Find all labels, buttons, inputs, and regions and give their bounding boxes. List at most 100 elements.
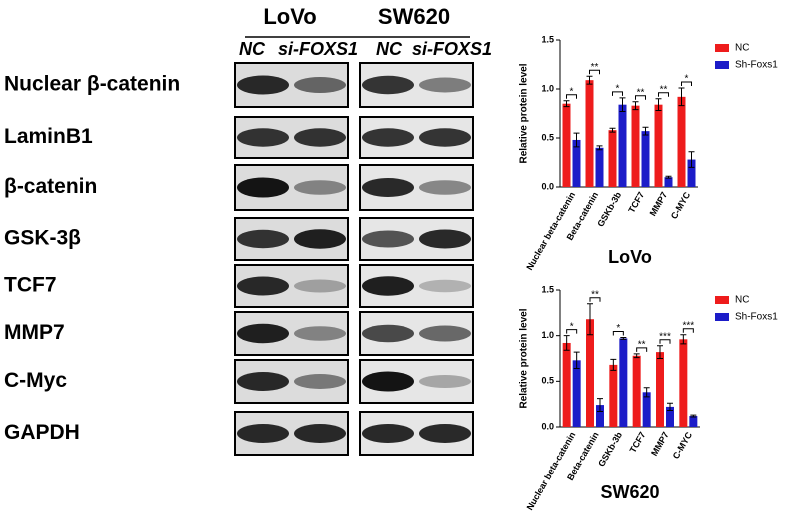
error-bar — [665, 175, 672, 179]
error-bar — [688, 151, 695, 168]
legend-label: NC — [735, 43, 749, 54]
significance-label: *** — [659, 331, 671, 342]
blot-band — [362, 75, 414, 95]
significance-bracket — [681, 81, 692, 87]
significance-bracket — [658, 92, 669, 97]
condition-label: NC — [376, 39, 403, 59]
bar — [677, 96, 686, 187]
blot-band — [362, 178, 414, 197]
blot-band — [362, 371, 414, 392]
significance-label: *** — [682, 320, 694, 331]
significance-label: * — [570, 321, 574, 332]
error-bar — [573, 351, 580, 370]
blot-band — [294, 326, 346, 341]
legend-swatch — [715, 44, 729, 52]
error-bar — [596, 145, 603, 151]
blot-band — [419, 128, 471, 147]
significance-bracket — [589, 69, 600, 75]
blot-band — [237, 128, 289, 147]
bar — [619, 338, 628, 427]
x-tick-label: C-MYC — [671, 430, 695, 461]
error-bar — [610, 358, 617, 371]
x-tick-label: MMP7 — [648, 190, 670, 218]
blot-band — [237, 372, 289, 391]
protein-label: C-Myc — [4, 369, 67, 392]
blot-band — [419, 180, 471, 195]
y-tick-label: 0.5 — [541, 376, 554, 386]
protein-label: TCF7 — [4, 274, 57, 297]
y-tick-label: 1.0 — [541, 330, 554, 340]
y-tick-label: 1.5 — [541, 284, 554, 294]
x-tick-label: MMP7 — [649, 430, 671, 458]
bar — [664, 177, 673, 187]
significance-bracket — [636, 347, 648, 352]
blot-band — [362, 324, 414, 343]
legend-label: Sh-Foxs1 — [735, 60, 778, 71]
significance-bracket — [682, 328, 694, 333]
y-tick-label: 0.5 — [541, 132, 554, 142]
cell-line-label: SW620 — [378, 4, 450, 29]
blot-band — [294, 180, 346, 195]
bar — [654, 104, 663, 187]
blot-band — [419, 325, 471, 342]
error-bar — [643, 387, 650, 398]
significance-bracket — [612, 91, 623, 96]
significance-label: * — [616, 83, 620, 94]
error-bar — [632, 101, 639, 111]
significance-label: * — [685, 74, 689, 85]
chart-title: LoVo — [608, 247, 652, 267]
protein-label: LaminB1 — [4, 125, 93, 148]
bar — [572, 139, 581, 187]
blot-band — [237, 323, 289, 344]
blot-band — [294, 128, 346, 147]
legend-swatch — [715, 313, 729, 321]
significance-label: ** — [638, 340, 646, 351]
bar — [666, 406, 674, 427]
protein-label: MMP7 — [4, 321, 65, 344]
y-tick-label: 1.0 — [541, 83, 554, 93]
legend-swatch — [715, 61, 729, 69]
bar — [562, 103, 571, 187]
significance-bracket — [635, 95, 646, 100]
bar — [679, 339, 688, 427]
y-axis-label: Relative protein level — [519, 63, 530, 163]
x-tick-label: TCF7 — [626, 190, 646, 214]
significance-label: ** — [637, 87, 645, 98]
bar — [687, 159, 696, 187]
bar — [572, 360, 581, 427]
bar — [618, 104, 627, 187]
condition-label: si-FOXS1 — [412, 39, 492, 59]
legend-swatch — [715, 296, 729, 304]
y-tick-label: 0.0 — [541, 181, 554, 191]
error-bar — [657, 345, 663, 359]
bar — [632, 355, 641, 427]
significance-bracket — [659, 339, 671, 344]
bar — [609, 364, 618, 427]
error-bar — [573, 132, 580, 148]
blot-band — [362, 128, 414, 147]
blot-band — [294, 229, 346, 249]
chart-title: SW620 — [600, 482, 659, 502]
blot-band — [294, 374, 346, 389]
blot-band — [294, 279, 346, 293]
bar — [641, 131, 650, 187]
protein-label: GAPDH — [4, 421, 80, 444]
blot-band — [419, 375, 471, 388]
blot-band — [237, 276, 289, 296]
significance-label: * — [570, 86, 574, 97]
error-bar — [619, 97, 626, 113]
significance-bracket — [566, 329, 578, 334]
blot-band — [419, 77, 471, 93]
error-bar — [642, 126, 649, 136]
significance-bracket — [566, 94, 577, 99]
significance-label: ** — [591, 62, 599, 73]
blot-band — [237, 177, 289, 198]
blot-band — [294, 424, 346, 443]
bar — [562, 342, 571, 427]
significance-label: ** — [591, 289, 599, 300]
error-bar — [620, 336, 627, 340]
blot-box — [359, 359, 474, 404]
blot-band — [362, 424, 414, 443]
blot-band — [362, 230, 414, 248]
